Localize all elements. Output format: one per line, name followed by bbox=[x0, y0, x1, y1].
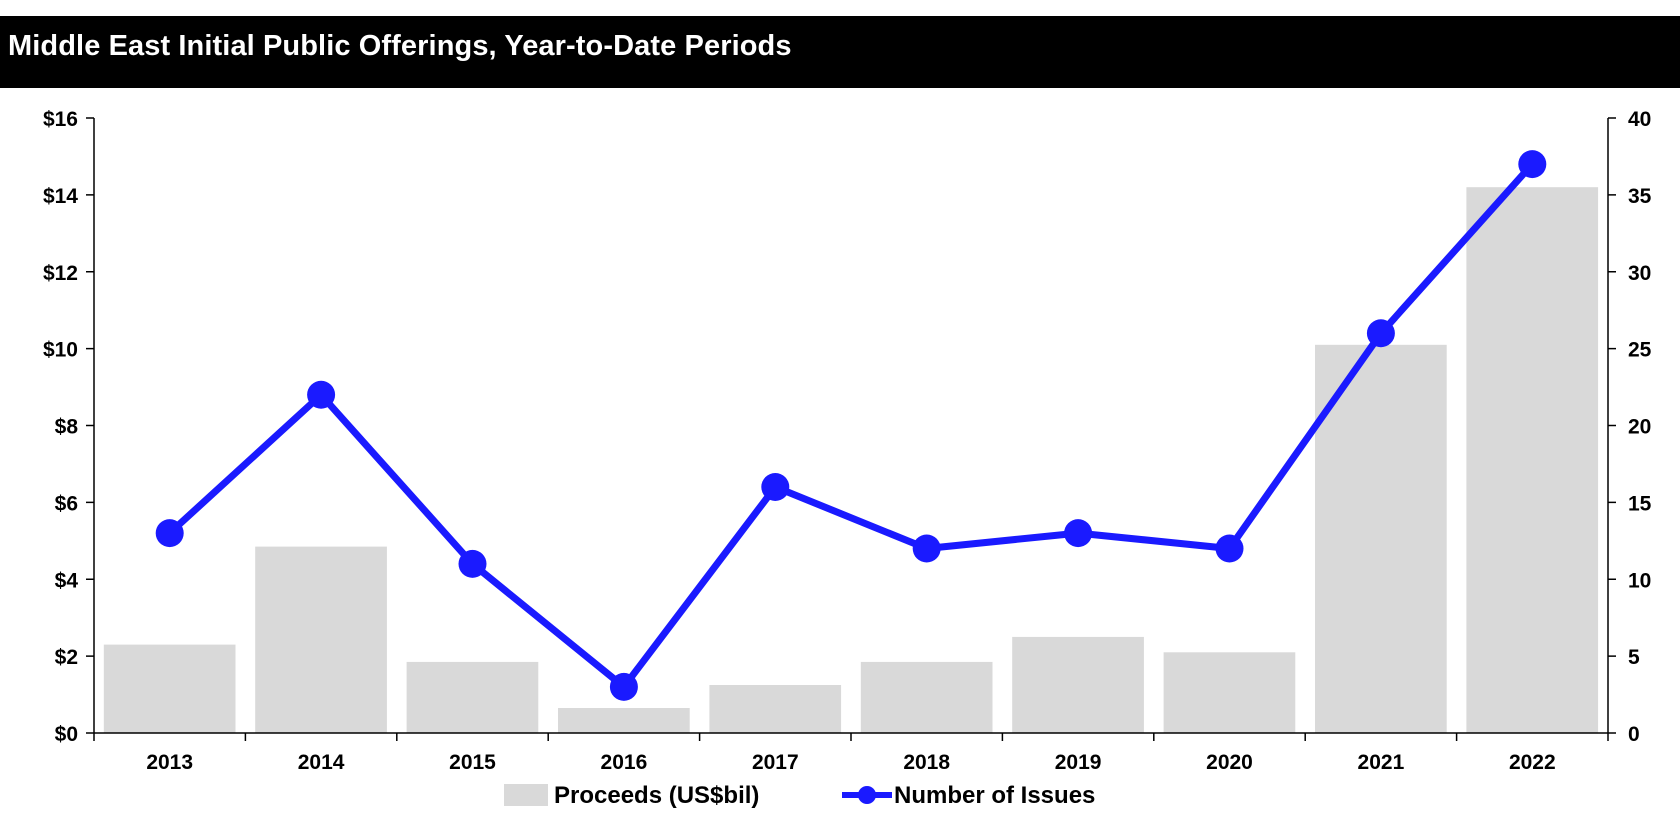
axes-layer: $0 $2 $4 $6 $8 $10 $12 $14 $16 0 5 10 15 20 25 30 35 40 20… bbox=[43, 108, 1652, 774]
legend-marker-number-of-issues bbox=[858, 786, 876, 804]
bar-2020 bbox=[1163, 652, 1296, 733]
bars-layer bbox=[103, 187, 1599, 733]
point-2020 bbox=[1215, 534, 1244, 563]
right-tick-label: 10 bbox=[1628, 569, 1651, 592]
x-tick-label-2019: 2019 bbox=[1055, 751, 1102, 774]
left-tick-label: $2 bbox=[55, 646, 78, 669]
x-tick-label-2018: 2018 bbox=[903, 751, 950, 774]
right-tick-label: 5 bbox=[1628, 646, 1640, 669]
right-tick-label: 30 bbox=[1628, 262, 1651, 285]
point-2016 bbox=[609, 672, 638, 701]
title-bar: Middle East Initial Public Offerings, Ye… bbox=[0, 0, 1680, 90]
right-tick-label: 40 bbox=[1628, 108, 1651, 131]
left-tick-label: $4 bbox=[55, 569, 79, 592]
legend-label-number-of-issues: Number of Issues bbox=[894, 782, 1095, 809]
bar-2021 bbox=[1315, 344, 1447, 733]
bar-2013 bbox=[103, 644, 236, 733]
chart-title: Middle East Initial Public Offerings, Ye… bbox=[8, 30, 792, 62]
x-tick-label-2017: 2017 bbox=[752, 751, 799, 774]
point-2022 bbox=[1518, 150, 1547, 179]
x-tick-label-2022: 2022 bbox=[1509, 751, 1556, 774]
bar-2018 bbox=[860, 661, 993, 733]
right-tick-label: 15 bbox=[1628, 492, 1652, 515]
bar-2015 bbox=[406, 661, 539, 733]
point-2014 bbox=[307, 380, 336, 409]
bar-2019 bbox=[1012, 636, 1144, 733]
x-tick-label-2020: 2020 bbox=[1206, 751, 1253, 774]
left-tick-label: $16 bbox=[43, 108, 78, 131]
point-2019 bbox=[1064, 519, 1093, 548]
bar-2017 bbox=[709, 685, 842, 733]
x-tick-label-2016: 2016 bbox=[601, 751, 648, 774]
right-tick-label: 35 bbox=[1628, 185, 1652, 208]
x-tick-label-2015: 2015 bbox=[449, 751, 496, 774]
right-tick-label: 20 bbox=[1628, 416, 1651, 439]
point-2021 bbox=[1366, 319, 1395, 348]
left-tick-label: $12 bbox=[43, 262, 78, 285]
x-tick-label-2013: 2013 bbox=[146, 751, 193, 774]
title-background bbox=[0, 16, 1680, 88]
left-tick-label: $8 bbox=[55, 416, 79, 439]
left-tick-label: $14 bbox=[43, 185, 78, 208]
right-tick-label: 0 bbox=[1628, 723, 1640, 746]
left-tick-label: $0 bbox=[55, 723, 78, 746]
bar-2014 bbox=[255, 546, 387, 733]
series-line-number-of-issues bbox=[166, 160, 1536, 691]
x-tick-label-2021: 2021 bbox=[1358, 751, 1405, 774]
line-layer bbox=[155, 150, 1547, 701]
point-2018 bbox=[912, 534, 941, 563]
bar-2022 bbox=[1466, 187, 1599, 733]
point-2017 bbox=[761, 473, 790, 501]
right-tick-label: 25 bbox=[1628, 339, 1652, 362]
legend-swatch-proceeds bbox=[504, 784, 548, 806]
legend: Proceeds (US$bil) Number of Issues bbox=[504, 782, 1095, 809]
left-tick-label: $10 bbox=[43, 339, 78, 362]
left-tick-label: $6 bbox=[55, 492, 78, 515]
bar-2016 bbox=[558, 708, 690, 733]
legend-label-proceeds: Proceeds (US$bil) bbox=[554, 782, 759, 809]
x-tick-label-2014: 2014 bbox=[298, 751, 345, 774]
point-2015 bbox=[458, 549, 487, 578]
point-2013 bbox=[155, 519, 184, 548]
